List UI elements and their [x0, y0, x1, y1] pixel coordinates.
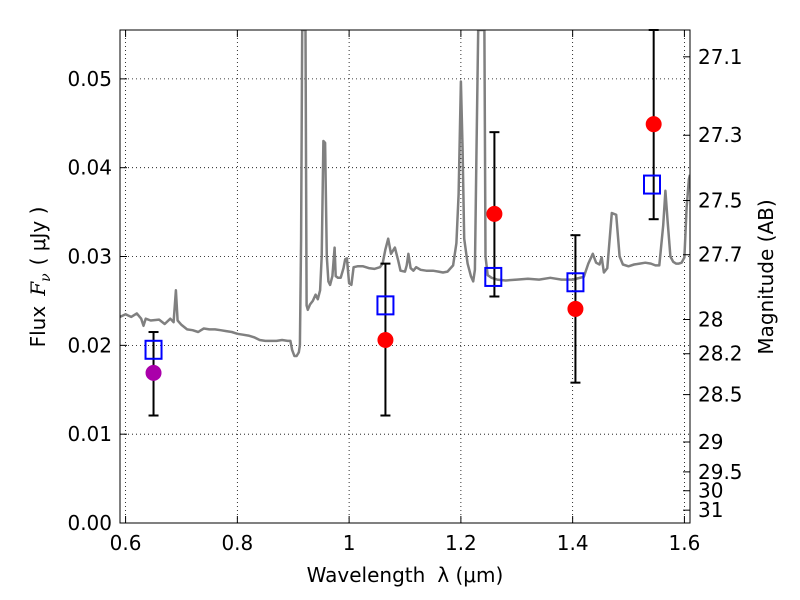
observed-flux-dot: [145, 364, 162, 381]
x-tick-label: 1.6: [669, 531, 701, 555]
axis-ticks: [120, 30, 690, 524]
model-flux-square: [376, 295, 395, 316]
x-tick-label: 0.6: [110, 531, 142, 555]
y2-tick-label: 28: [698, 308, 723, 332]
y2-tick-label: 28.2: [698, 342, 743, 366]
y2-tick-label: 27.5: [698, 188, 743, 212]
y2-tick-label: 29: [698, 430, 723, 454]
y2-tick-label: 29.5: [698, 460, 743, 484]
errorbars: [148, 29, 659, 417]
y-tick-label: 0.01: [67, 422, 112, 446]
x-tick-label: 1.4: [557, 531, 589, 555]
observed-flux-dot: [377, 332, 394, 349]
y-tick-label: 0.00: [67, 511, 112, 535]
y2-tick-label: 27.1: [698, 45, 743, 69]
y-tick-label: 0.03: [67, 245, 112, 269]
observed-flux-dot: [645, 116, 662, 133]
tick-labels: 0.6 0.8 1 1.2 1.4 1.6 0.00 0.01 0.02 0.03 0.04 0.05…: [67, 45, 742, 555]
y-tick-label: 0.05: [67, 67, 112, 91]
model-flux-square: [484, 266, 503, 287]
y-tick-label: 0.04: [67, 156, 112, 180]
model-flux-square: [643, 174, 661, 195]
plot-frame: [119, 29, 691, 524]
x-tick-label: 0.8: [221, 531, 253, 555]
x-tick-label: 1.2: [445, 531, 477, 555]
y2-tick-label: 28.5: [698, 383, 743, 407]
grid: [120, 30, 690, 524]
y2-axis-title: Magnitude (AB): [754, 199, 778, 354]
observed-flux-dot: [567, 300, 584, 317]
markers: [144, 116, 662, 381]
y2-tick-label: 30: [698, 479, 723, 503]
model-flux-square: [566, 272, 585, 293]
model-flux-square: [144, 339, 163, 360]
y2-tick-label: 27.7: [698, 243, 743, 267]
y-tick-label: 0.02: [67, 333, 112, 357]
observed-flux-dot: [486, 205, 503, 222]
x-tick-label: 1: [343, 531, 356, 555]
spectrum-series: [120, 30, 690, 358]
x-axis-title: Wavelength λ (μm): [307, 563, 504, 587]
y-axis-title: FluxFν( μJy ): [26, 207, 54, 348]
y2-tick-label: 27.3: [698, 123, 743, 147]
spectrum-line: [120, 30, 690, 358]
y2-tick-label: 31: [698, 498, 723, 522]
